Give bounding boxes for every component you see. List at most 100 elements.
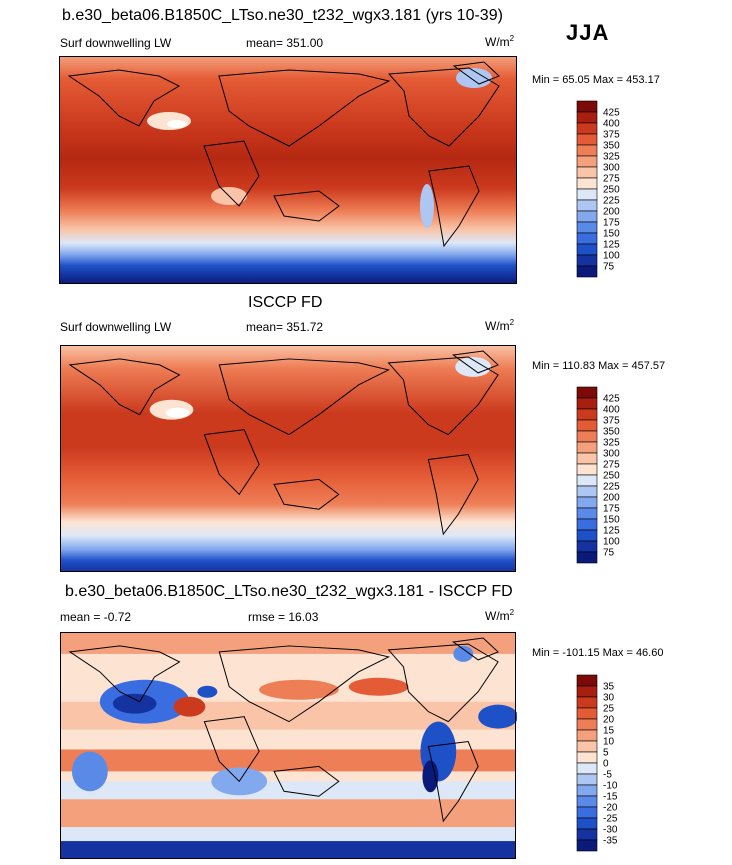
colorbar-tick-label: 400 [603,405,620,416]
panel1-units: W/m2 [485,34,515,49]
colorbar-swatch [576,397,598,410]
colorbar-tick-label: 250 [603,471,620,482]
colorbar-swatch [576,784,598,797]
panel3-units: W/m2 [485,608,515,623]
panel2-colorbar-swatches [576,386,598,564]
colorbar-swatch [576,188,598,201]
colorbar-swatch [576,100,598,113]
colorbar-swatch [576,155,598,168]
colorbar-swatch [576,806,598,819]
colorbar-tick-label: 250 [603,185,620,196]
panel2-variable-label: Surf downwelling LW [60,320,172,334]
colorbar-swatch [576,696,598,709]
colorbar-swatch [576,243,598,256]
colorbar-swatch [576,111,598,124]
colorbar-swatch [576,474,598,487]
colorbar-swatch [576,166,598,179]
colorbar-swatch [576,817,598,830]
colorbar-swatch [576,386,598,399]
colorbar-tick-label: 150 [603,229,620,240]
colorbar-swatch [576,210,598,223]
panel2-colorbar-labels: 4254003753503253002752502252001751501251… [603,394,620,559]
colorbar-tick-label: 225 [603,482,620,493]
colorbar-tick-label: -10 [603,781,618,792]
colorbar-swatch [576,430,598,443]
colorbar-swatch [576,529,598,542]
colorbar-tick-label: 175 [603,218,620,229]
colorbar-swatch [576,408,598,421]
colorbar-tick-label: 425 [603,108,620,119]
colorbar-tick-label: 25 [603,704,615,715]
colorbar-tick-label: 350 [603,141,620,152]
colorbar-swatch [576,441,598,454]
colorbar-tick-label: 325 [603,438,620,449]
colorbar-swatch [576,133,598,146]
panel3-rmse-label: rmse = 16.03 [248,610,319,624]
colorbar-tick-label: 125 [603,526,620,537]
panel1-title: b.e30_beta06.B1850C_LTso.ne30_t232_wgx3.… [62,7,503,24]
colorbar-tick-label: -20 [603,803,618,814]
colorbar-swatch [576,507,598,520]
colorbar-tick-label: 225 [603,196,620,207]
colorbar-swatch [576,773,598,786]
colorbar-tick-label: 0 [603,759,609,770]
colorbar-tick-label: 275 [603,460,620,471]
colorbar-tick-label: 375 [603,130,620,141]
colorbar-tick-label: 125 [603,240,620,251]
colorbar-tick-label: -30 [603,825,618,836]
colorbar-swatch [576,674,598,687]
colorbar-swatch [576,685,598,698]
panel3-map [60,632,517,859]
colorbar-swatch [576,839,598,852]
colorbar-swatch [576,144,598,157]
colorbar-tick-label: 30 [603,693,615,704]
colorbar-tick-label: 200 [603,207,620,218]
panel2-units: W/m2 [485,318,515,333]
colorbar-swatch [576,177,598,190]
colorbar-swatch [576,828,598,841]
colorbar-tick-label: 10 [603,737,615,748]
panel1-mean-label: mean= 351.00 [246,36,324,50]
colorbar-tick-label: 75 [603,262,615,273]
colorbar-tick-label: 300 [603,449,620,460]
colorbar-tick-label: 35 [603,682,615,693]
colorbar-swatch [576,762,598,775]
colorbar-tick-label: 175 [603,504,620,515]
colorbar-swatch [576,729,598,742]
colorbar-swatch [576,254,598,267]
panel1-colorbar-labels: 4254003753503253002752502252001751501251… [603,108,620,273]
colorbar-tick-label: -15 [603,792,618,803]
colorbar-swatch [576,221,598,234]
panel2-colorbar: 4254003753503253002752502252001751501251… [576,386,620,564]
colorbar-swatch [576,452,598,465]
colorbar-tick-label: 150 [603,515,620,526]
panel3-title: b.e30_beta06.B1850C_LTso.ne30_t232_wgx3.… [65,583,513,600]
colorbar-tick-label: -35 [603,836,618,847]
panel1-map [59,56,517,284]
colorbar-swatch [576,265,598,278]
colorbar-swatch [576,751,598,764]
colorbar-swatch [576,795,598,808]
colorbar-tick-label: 20 [603,715,615,726]
panel1-colorbar-swatches [576,100,598,278]
colorbar-swatch [576,551,598,564]
colorbar-swatch [576,232,598,245]
panel2-title: ISCCP FD [248,294,323,311]
colorbar-tick-label: 275 [603,174,620,185]
colorbar-tick-label: 300 [603,163,620,174]
colorbar-tick-label: 5 [603,748,609,759]
colorbar-tick-label: 100 [603,537,620,548]
colorbar-tick-label: -25 [603,814,618,825]
panel2-minmax: Min = 110.83 Max = 457.57 [532,360,666,372]
colorbar-swatch [576,540,598,553]
colorbar-swatch [576,718,598,731]
colorbar-swatch [576,518,598,531]
colorbar-swatch [576,707,598,720]
colorbar-swatch [576,463,598,476]
colorbar-tick-label: 75 [603,548,615,559]
panel3-colorbar-swatches [576,674,598,852]
colorbar-tick-label: 15 [603,726,615,737]
panel3-minmax: Min = -101.15 Max = 46.60 [532,647,664,659]
